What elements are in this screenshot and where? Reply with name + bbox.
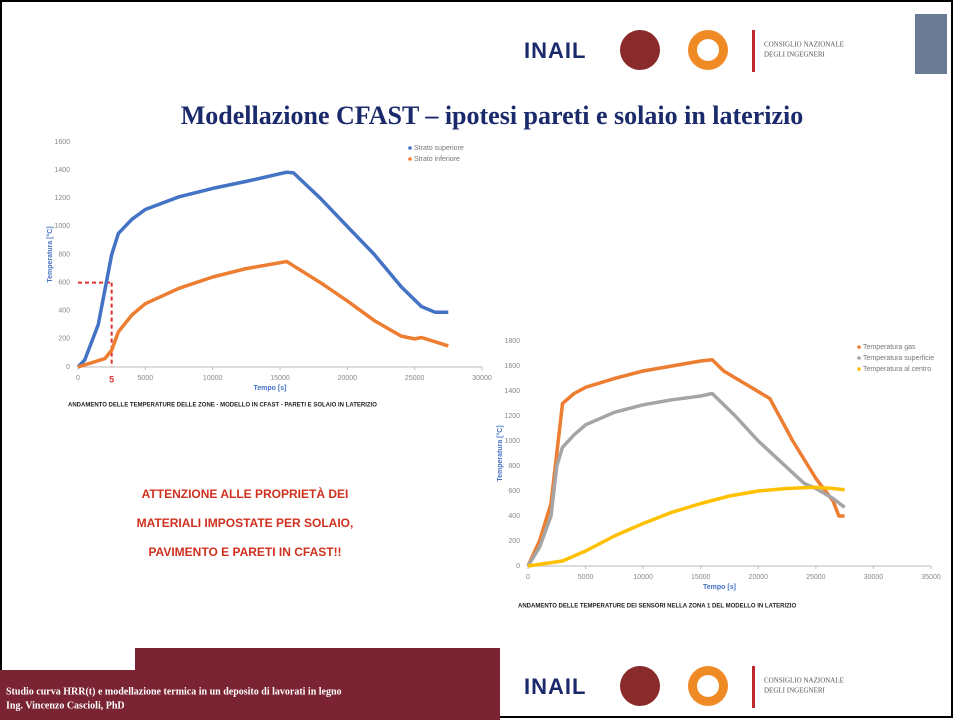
emblem [697, 675, 719, 697]
series-line [76, 170, 449, 369]
y-axis-title: Temperatura [°C] [46, 226, 54, 282]
cni-bar [752, 666, 755, 708]
notice: ATTENZIONE ALLE PROPRIETÀ DEI MATERIALI … [137, 486, 354, 559]
x-tick-label: 5000 [138, 375, 154, 382]
y-tick-label: 1400 [504, 388, 520, 395]
slide-title: Modellazione CFAST – ipotesi pareti e so… [181, 101, 804, 130]
notice-line: ATTENZIONE ALLE PROPRIETÀ DEI [142, 486, 349, 501]
x-axis-title: Tempo [s] [703, 584, 736, 591]
corner-image [915, 14, 947, 74]
y-tick-label: 1600 [504, 363, 520, 370]
y-tick-label: 1000 [54, 223, 70, 230]
chart: 0 200 400 600 800 1000 1200 1400 1600 1800 0 5000 10… [496, 338, 941, 610]
legend-label: Temperatura gas [863, 344, 916, 351]
y-tick-label: 0 [516, 563, 520, 570]
x-tick-label: 15000 [691, 574, 711, 581]
footer-text: Ing. Vincenzo Cascioli, PhD [6, 700, 125, 711]
inail-logo: INAIL [524, 674, 586, 699]
legend-swatch [857, 345, 861, 349]
y-tick-label: 200 [58, 336, 70, 343]
series-line [526, 391, 846, 567]
footer-text: Studio curva HRR(t) e modellazione termi… [6, 686, 342, 697]
legend-label: Temperatura al centro [863, 366, 931, 373]
x-tick-label: 10000 [633, 574, 653, 581]
x-tick-label: 30000 [472, 375, 492, 382]
y-tick-label: 200 [508, 538, 520, 545]
legend-swatch [857, 367, 861, 371]
y-tick-label: 1800 [504, 338, 520, 345]
cni-text: DEGLI INGEGNERI [764, 51, 826, 59]
legend-label: Strato inferiore [414, 156, 460, 163]
x-tick-label: 35000 [921, 574, 941, 581]
x-tick-label: 5000 [578, 574, 594, 581]
series-line [526, 358, 845, 567]
annotation-label: 5 [109, 374, 114, 384]
notice-line: PAVIMENTO E PARETI IN CFAST!! [148, 545, 341, 559]
legend-label: Strato superiore [414, 145, 464, 152]
series-line [77, 259, 449, 369]
x-axis-title: Tempo [s] [254, 385, 287, 392]
emblem [620, 30, 660, 70]
x-tick-label: 25000 [806, 574, 826, 581]
y-tick-label: 400 [58, 308, 70, 315]
footer-band [0, 648, 500, 720]
chart-caption: ANDAMENTO DELLE TEMPERATURE DEI SENSORI … [518, 604, 796, 610]
x-tick-label: 15000 [270, 375, 290, 382]
y-axis-title: Temperatura [°C] [496, 425, 504, 481]
x-tick-label: 20000 [338, 375, 358, 382]
x-tick-label: 30000 [864, 574, 884, 581]
y-tick-label: 600 [58, 279, 70, 286]
x-tick-label: 0 [526, 574, 530, 581]
x-tick-label: 25000 [405, 375, 425, 382]
notice-line: MATERIALI IMPOSTATE PER SOLAIO, [137, 516, 354, 530]
y-tick-label: 600 [508, 488, 520, 495]
legend-swatch [408, 157, 412, 161]
cni-text: CONSIGLIO NAZIONALE [764, 677, 844, 685]
y-tick-label: 1400 [54, 167, 70, 174]
cni-bar [752, 30, 755, 72]
emblem [697, 39, 719, 61]
y-tick-label: 0 [66, 364, 70, 371]
y-tick-label: 1000 [504, 438, 520, 445]
legend-label: Temperatura superficie [863, 355, 934, 362]
cni-text: DEGLI INGEGNERI [764, 687, 826, 695]
y-tick-label: 800 [508, 463, 520, 470]
cni-text: CONSIGLIO NAZIONALE [764, 41, 844, 49]
x-tick-label: 10000 [203, 375, 223, 382]
legend-swatch [408, 146, 412, 150]
emblem [620, 666, 660, 706]
y-tick-label: 1200 [504, 413, 520, 420]
series-line [527, 485, 845, 568]
legend-swatch [857, 356, 861, 360]
inail-logo: INAIL [524, 38, 586, 63]
y-tick-label: 800 [58, 251, 70, 258]
chart-caption: ANDAMENTO DELLE TEMPERATURE DELLE ZONE -… [68, 403, 377, 409]
header-logos: INAIL CONSIGLIO NAZIONALE DEGLI INGEGNER… [524, 14, 947, 74]
y-tick-label: 1200 [54, 195, 70, 202]
x-tick-label: 20000 [749, 574, 769, 581]
footer-logos: INAIL CONSIGLIO NAZIONALE DEGLI INGEGNER… [524, 666, 844, 708]
x-tick-label: 0 [76, 375, 80, 382]
y-tick-label: 400 [508, 513, 520, 520]
y-tick-label: 1600 [54, 139, 70, 146]
chart: 0 200 400 600 800 1000 1200 1400 1600 0 5000 10000 1… [46, 139, 492, 409]
